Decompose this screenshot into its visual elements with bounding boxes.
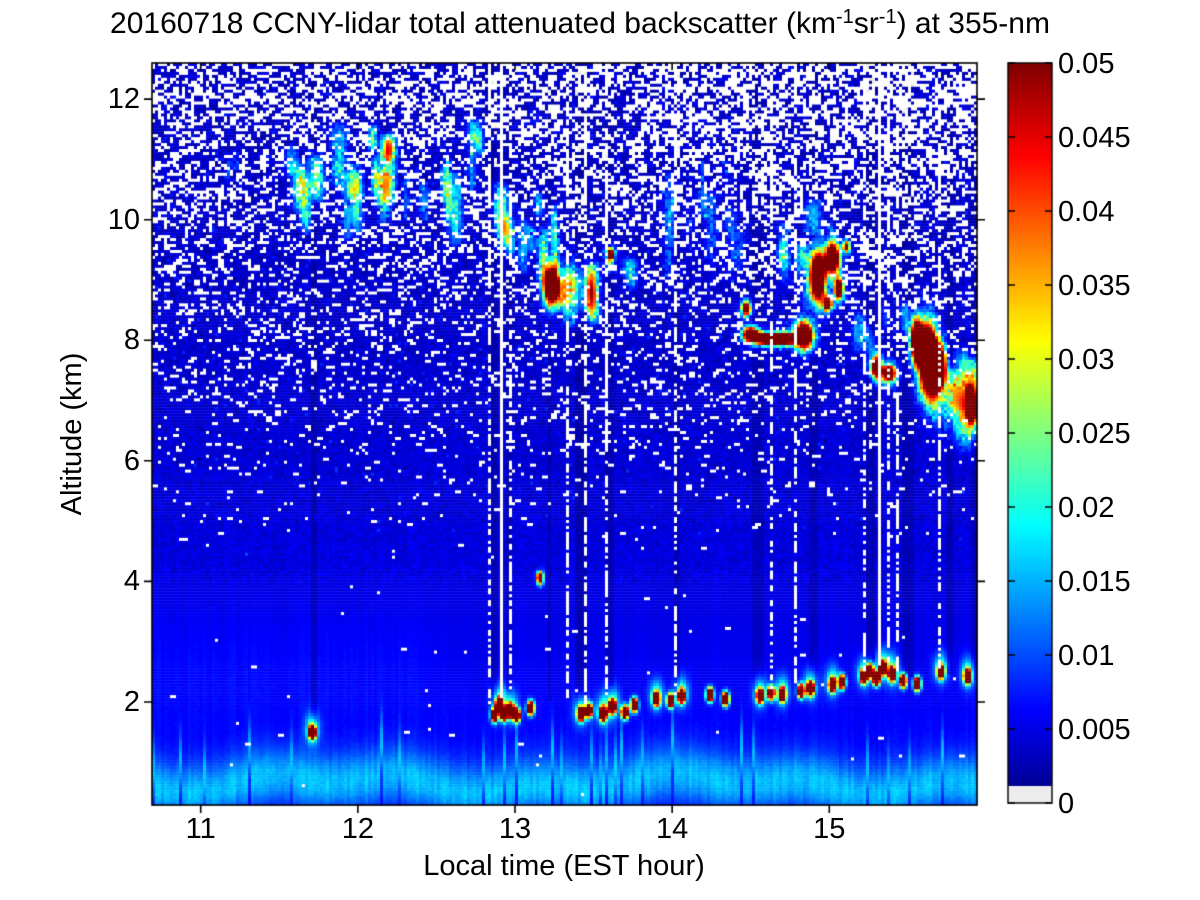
- colorbar-tick-label: 0.005: [1058, 714, 1131, 746]
- x-tick-label: 13: [498, 813, 532, 845]
- title-text: sr: [853, 7, 879, 40]
- y-axis-label: Altitude (km): [56, 352, 88, 516]
- x-tick-label: 14: [656, 813, 689, 845]
- colorbar-tick-label: 0.015: [1058, 566, 1131, 598]
- y-tick-label: 6: [123, 444, 140, 477]
- colorbar-tick-label: 0.035: [1058, 270, 1131, 302]
- colorbar-tick-label: 0.05: [1058, 48, 1115, 80]
- title-text: ) at 355-nm: [896, 7, 1050, 40]
- x-tick-label: 12: [341, 813, 374, 845]
- chart-title: 20160718 CCNY-lidar total attenuated bac…: [10, 6, 1150, 41]
- colorbar-tick-label: 0.045: [1058, 122, 1131, 154]
- colorbar-tick-label: 0.04: [1058, 196, 1115, 228]
- y-tick-label: 8: [123, 324, 140, 357]
- y-tick-label: 4: [123, 565, 140, 598]
- y-tick-label: 12: [107, 83, 140, 116]
- y-tick-label: 2: [123, 685, 140, 718]
- colorbar-tick-label: 0.02: [1058, 492, 1115, 524]
- colorbar-tick-label: 0.025: [1058, 418, 1131, 450]
- colorbar-tick-label: 0.03: [1058, 344, 1115, 376]
- title-superscript: -1: [878, 6, 897, 28]
- title-text: 20160718 CCNY-lidar total attenuated bac…: [110, 7, 836, 40]
- x-axis-label: Local time (EST hour): [423, 850, 705, 882]
- y-tick-label: 10: [107, 203, 140, 236]
- x-tick-label: 15: [813, 813, 846, 845]
- colorbar-tick-label: 0: [1058, 788, 1075, 820]
- title-superscript: -1: [835, 6, 854, 28]
- colorbar-tick-label: 0.01: [1058, 640, 1115, 672]
- x-tick-label: 11: [185, 813, 216, 845]
